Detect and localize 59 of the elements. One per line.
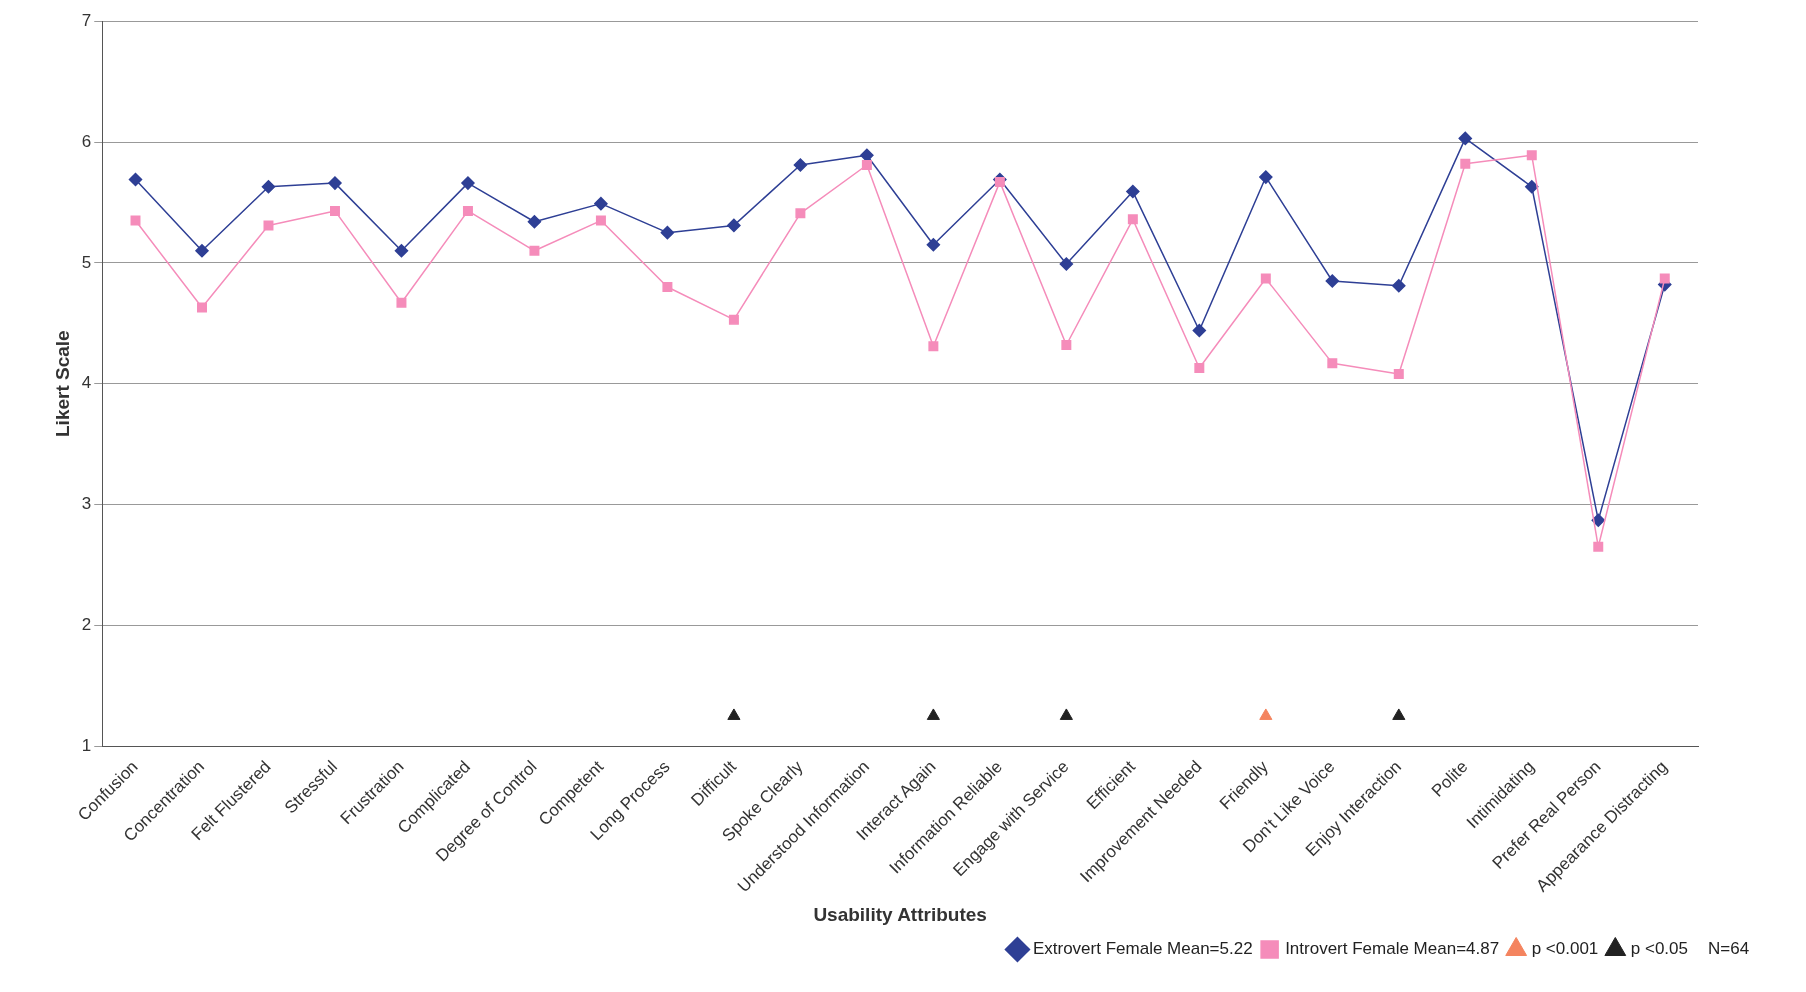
point (394, 244, 409, 258)
point (128, 172, 143, 187)
point (1458, 131, 1473, 146)
point (329, 205, 340, 216)
legend-label: p <0.05 (1630, 939, 1689, 959)
point (1192, 323, 1207, 338)
y-tick-label: 6 (81, 131, 92, 151)
point (1393, 369, 1404, 379)
legend-label: Extrovert Female Mean=5.22 (1032, 939, 1253, 959)
point (1460, 158, 1471, 169)
point (130, 215, 141, 226)
y-tick-label: 1 (81, 735, 92, 755)
legend-label: Introvert Female Mean=4.87 (1285, 939, 1500, 959)
point (1392, 279, 1406, 293)
y-tick-label: 7 (81, 10, 92, 30)
point (461, 176, 475, 190)
point (793, 158, 808, 172)
point (728, 314, 739, 325)
point (1194, 362, 1205, 373)
point (462, 205, 473, 216)
y-axis-title: Likert Scale (51, 330, 73, 438)
y-tick-label: 5 (81, 252, 92, 272)
point (1591, 513, 1606, 527)
point (1325, 274, 1340, 288)
point (594, 196, 608, 211)
point (861, 159, 872, 170)
point (195, 244, 209, 258)
point (994, 176, 1005, 187)
point (727, 218, 741, 233)
point (662, 282, 673, 293)
point (1061, 340, 1072, 351)
point (197, 302, 207, 313)
point (328, 176, 342, 190)
y-tick-label: 4 (81, 373, 92, 393)
legend-label: p <0.001 (1531, 939, 1599, 959)
point (527, 215, 542, 229)
point (660, 225, 675, 240)
point (1260, 273, 1271, 284)
y-tick-label: 2 (81, 615, 92, 635)
point (1526, 150, 1537, 161)
point (1659, 273, 1670, 284)
point (1327, 358, 1338, 369)
point (529, 245, 540, 256)
point (928, 341, 939, 352)
point (396, 297, 407, 308)
point (595, 215, 606, 226)
point (926, 237, 941, 252)
point (263, 220, 274, 231)
point (1525, 179, 1539, 194)
y-tick-label: 3 (81, 494, 92, 514)
point (1593, 541, 1604, 552)
point (1127, 214, 1138, 225)
point (261, 179, 276, 194)
x-axis-title: Usability Attributes (813, 903, 987, 925)
text: N=64 (1708, 939, 1750, 959)
point (1126, 184, 1140, 199)
point (1059, 257, 1074, 271)
point (1259, 170, 1273, 184)
point (795, 208, 806, 219)
